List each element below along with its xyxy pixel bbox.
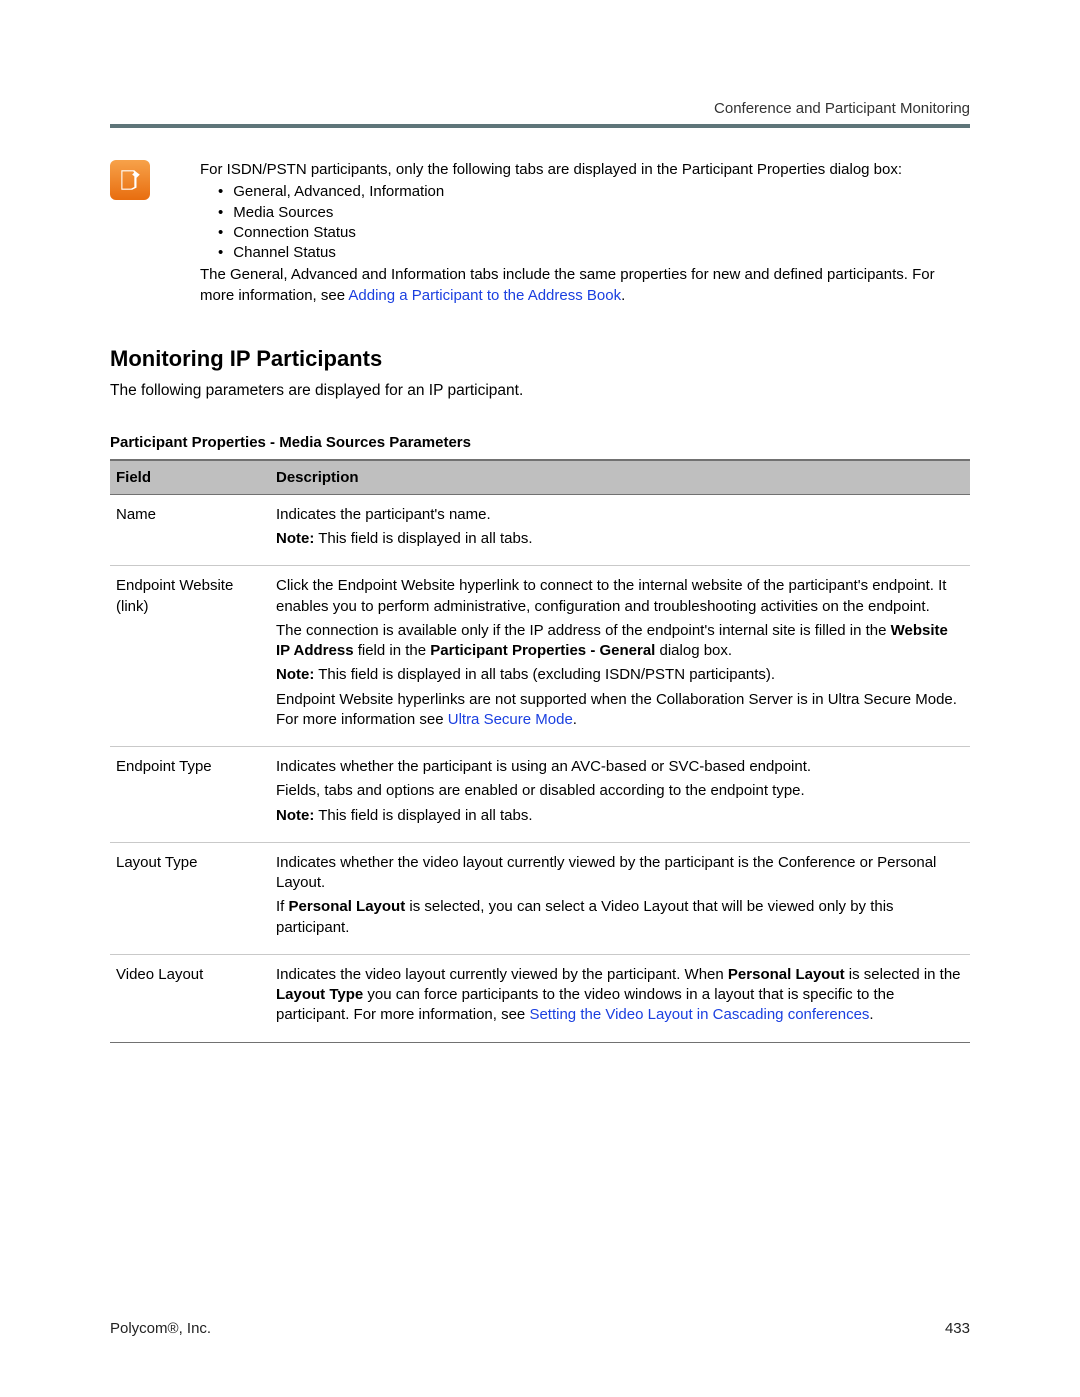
note-bullet-list: General, Advanced, Information Media Sou… xyxy=(200,182,970,263)
desc-para: Indicates the video layout currently vie… xyxy=(276,965,964,1026)
note-outro-post: . xyxy=(621,287,625,304)
desc-text: This field is displayed in all tabs. xyxy=(314,530,532,547)
desc-para: Note: This field is displayed in all tab… xyxy=(276,806,964,826)
description-cell: Indicates the video layout currently vie… xyxy=(270,954,970,1042)
column-header-description: Description xyxy=(270,460,970,495)
page-footer: Polycom®, Inc. 433 xyxy=(110,1320,970,1337)
desc-text: This field is displayed in all tabs (exc… xyxy=(314,666,775,683)
desc-text: This field is displayed in all tabs. xyxy=(314,807,532,824)
desc-text: The connection is available only if the … xyxy=(276,622,891,639)
desc-text: Indicates the video layout currently vie… xyxy=(276,966,728,983)
desc-para: Indicates the participant's name. xyxy=(276,505,964,525)
desc-text: dialog box. xyxy=(655,642,732,659)
table-header-row: Field Description xyxy=(110,460,970,495)
field-cell: Name xyxy=(110,494,270,566)
bold-term: Personal Layout xyxy=(728,966,845,983)
desc-para: The connection is available only if the … xyxy=(276,621,964,662)
field-cell: Endpoint Type xyxy=(110,747,270,843)
note-icon xyxy=(110,160,150,200)
desc-text: field in the xyxy=(354,642,431,659)
desc-text: is selected in the xyxy=(845,966,961,983)
desc-text: . xyxy=(869,1006,873,1023)
bold-term: Participant Properties - General xyxy=(430,642,655,659)
table-row: Layout Type Indicates whether the video … xyxy=(110,842,970,954)
desc-text: If xyxy=(276,898,289,915)
note-outro: The General, Advanced and Information ta… xyxy=(200,265,970,306)
desc-para: Click the Endpoint Website hyperlink to … xyxy=(276,576,964,617)
description-cell: Indicates whether the video layout curre… xyxy=(270,842,970,954)
column-header-field: Field xyxy=(110,460,270,495)
desc-text: Endpoint Website hyperlinks are not supp… xyxy=(276,691,957,728)
section-heading: Monitoring IP Participants xyxy=(110,346,970,372)
note-label: Note: xyxy=(276,666,314,683)
note-bullet: General, Advanced, Information xyxy=(218,182,970,202)
table-row: Endpoint Website (link) Click the Endpoi… xyxy=(110,566,970,747)
note-intro: For ISDN/PSTN participants, only the fol… xyxy=(200,160,970,180)
desc-para: Endpoint Website hyperlinks are not supp… xyxy=(276,690,964,731)
desc-para: Note: This field is displayed in all tab… xyxy=(276,665,964,685)
desc-para: Indicates whether the video layout curre… xyxy=(276,853,964,894)
ultra-secure-mode-link[interactable]: Ultra Secure Mode xyxy=(448,711,573,728)
main-content: For ISDN/PSTN participants, only the fol… xyxy=(110,160,970,1043)
description-cell: Indicates whether the participant is usi… xyxy=(270,747,970,843)
desc-text: . xyxy=(573,711,577,728)
note-bullet: Media Sources xyxy=(218,203,970,223)
video-layout-link[interactable]: Setting the Video Layout in Cascading co… xyxy=(529,1006,869,1023)
description-cell: Click the Endpoint Website hyperlink to … xyxy=(270,566,970,747)
bold-term: Layout Type xyxy=(276,986,363,1003)
table-title: Participant Properties - Media Sources P… xyxy=(110,434,970,451)
note-label: Note: xyxy=(276,530,314,547)
section-lead: The following parameters are displayed f… xyxy=(110,382,970,400)
note-bullet: Connection Status xyxy=(218,223,970,243)
note-bullet: Channel Status xyxy=(218,243,970,263)
description-cell: Indicates the participant's name. Note: … xyxy=(270,494,970,566)
note-label: Note: xyxy=(276,807,314,824)
field-cell: Layout Type xyxy=(110,842,270,954)
field-cell: Video Layout xyxy=(110,954,270,1042)
footer-company: Polycom®, Inc. xyxy=(110,1320,211,1337)
desc-para: Indicates whether the participant is usi… xyxy=(276,757,964,777)
header-rule xyxy=(110,124,970,128)
desc-para: If Personal Layout is selected, you can … xyxy=(276,897,964,938)
document-page: Conference and Participant Monitoring Fo… xyxy=(0,0,1080,1397)
table-row: Endpoint Type Indicates whether the part… xyxy=(110,747,970,843)
parameters-table: Field Description Name Indicates the par… xyxy=(110,459,970,1043)
note-body: For ISDN/PSTN participants, only the fol… xyxy=(200,160,970,308)
desc-para: Fields, tabs and options are enabled or … xyxy=(276,781,964,801)
desc-para: Note: This field is displayed in all tab… xyxy=(276,529,964,549)
field-cell: Endpoint Website (link) xyxy=(110,566,270,747)
table-row: Name Indicates the participant's name. N… xyxy=(110,494,970,566)
footer-page-number: 433 xyxy=(945,1320,970,1337)
table-row: Video Layout Indicates the video layout … xyxy=(110,954,970,1042)
address-book-link[interactable]: Adding a Participant to the Address Book xyxy=(348,287,621,304)
note-callout: For ISDN/PSTN participants, only the fol… xyxy=(110,160,970,308)
running-header: Conference and Participant Monitoring xyxy=(714,100,970,117)
bold-term: Personal Layout xyxy=(289,898,406,915)
